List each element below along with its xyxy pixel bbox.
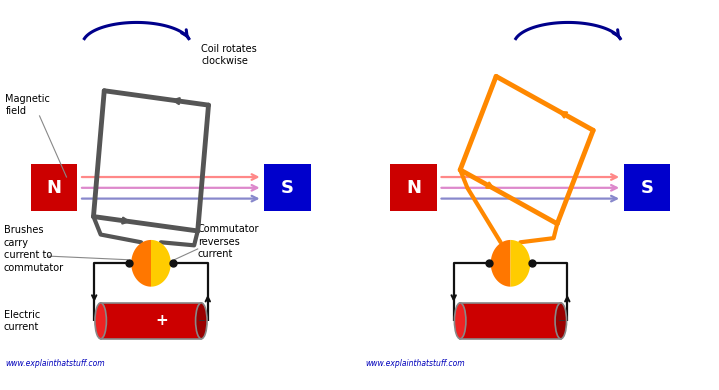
FancyBboxPatch shape [390,165,437,211]
FancyBboxPatch shape [265,165,311,211]
Ellipse shape [196,303,207,339]
Text: +: + [155,313,168,328]
FancyBboxPatch shape [624,165,670,211]
Polygon shape [132,240,151,287]
Ellipse shape [454,303,466,339]
Text: S: S [641,179,654,197]
Text: Commutator
reverses
current: Commutator reverses current [198,224,260,259]
Text: S: S [281,179,294,197]
FancyBboxPatch shape [30,165,78,211]
Text: ─: ─ [198,316,204,326]
Text: Electric
current: Electric current [4,310,40,332]
FancyBboxPatch shape [101,303,201,339]
Text: Coil rotates
clockwise: Coil rotates clockwise [201,44,257,66]
Ellipse shape [95,303,106,339]
Text: Magnetic
field: Magnetic field [6,94,50,116]
Polygon shape [510,240,530,287]
Text: N: N [47,179,61,197]
Ellipse shape [555,303,567,339]
Text: N: N [406,179,421,197]
Text: www.explainthatstuff.com: www.explainthatstuff.com [365,359,464,368]
Polygon shape [151,240,170,287]
Text: www.explainthatstuff.com: www.explainthatstuff.com [6,359,105,368]
FancyBboxPatch shape [460,303,561,339]
Polygon shape [491,240,510,287]
Text: Brushes
carry
current to
commutator: Brushes carry current to commutator [4,225,64,273]
Text: ─: ─ [558,316,564,326]
